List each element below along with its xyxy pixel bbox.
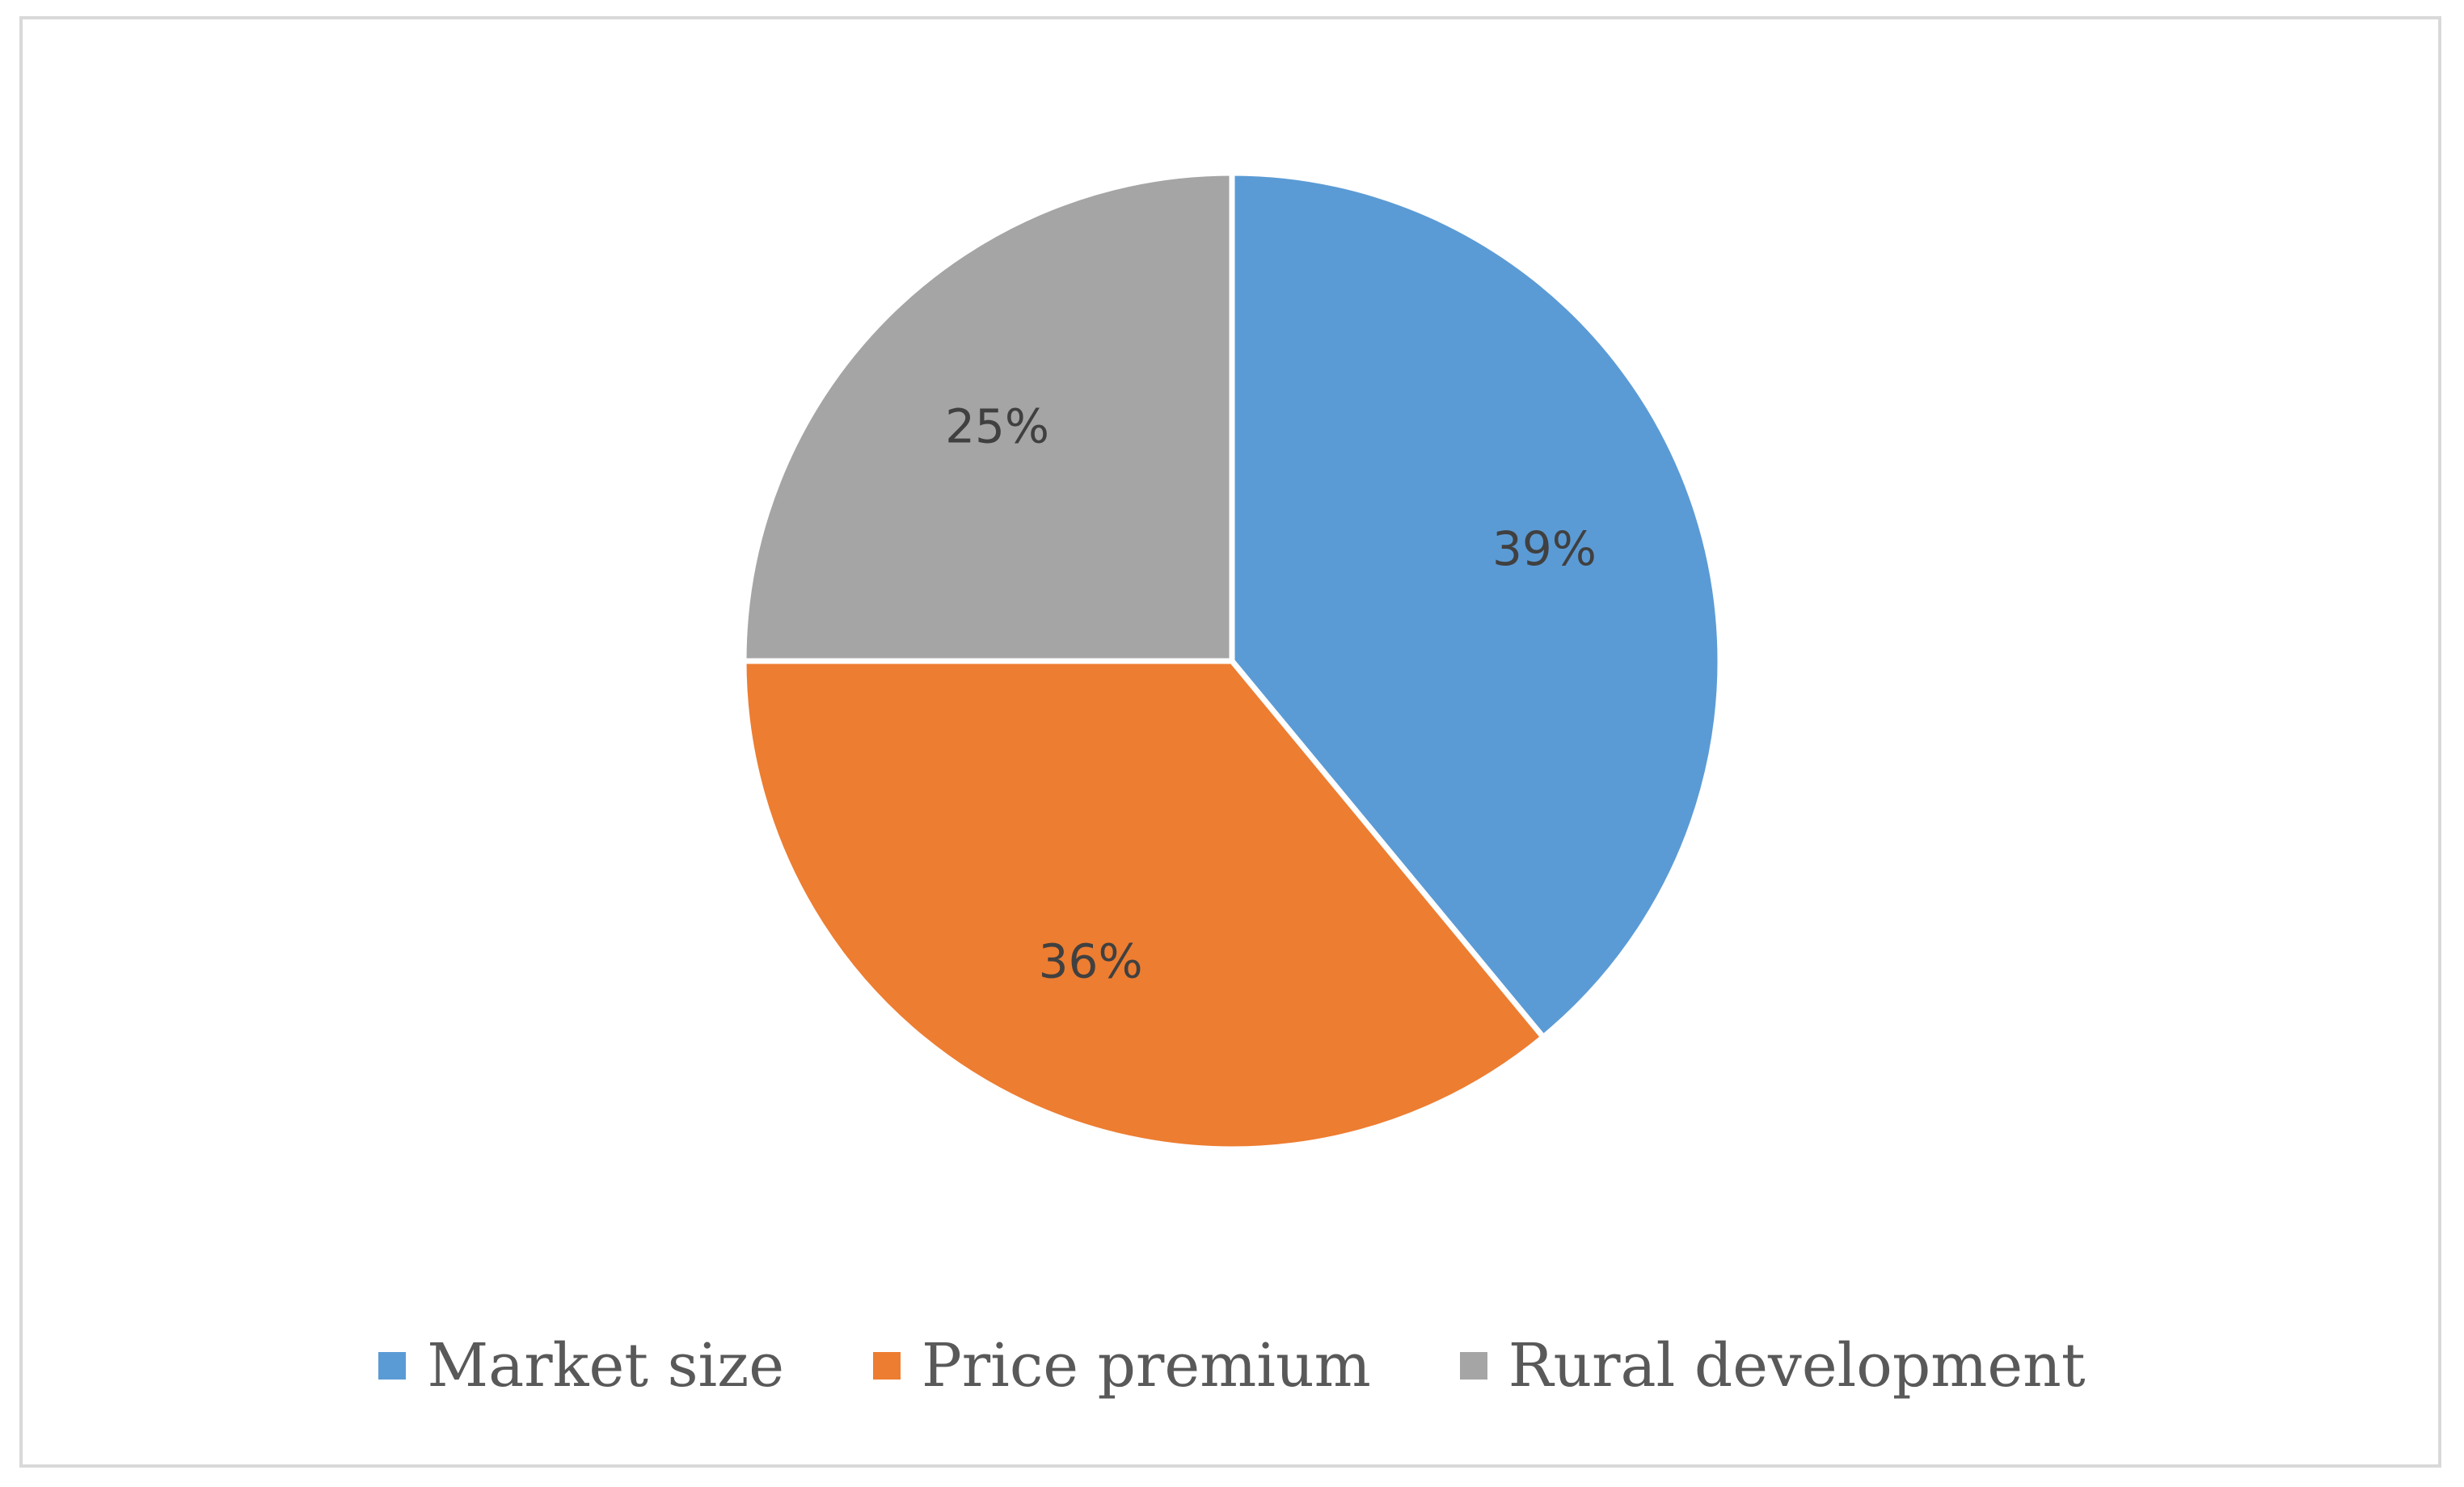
legend-item-rural-development: Rural development [1459, 1331, 2086, 1401]
legend-item-price-premium: Price premium [873, 1331, 1371, 1401]
slice-label-price-premium: 36% [1039, 934, 1143, 989]
pie-slice-rural-development [740, 170, 1235, 664]
slice-label-rural-development: 25% [945, 399, 1049, 454]
legend-label-price-premium: Price premium [922, 1331, 1371, 1401]
legend-swatch-price-premium [873, 1352, 901, 1380]
legend-label-rural-development: Rural development [1508, 1331, 2086, 1401]
pie-slice-price-premium [740, 658, 1546, 1152]
legend-item-market-size: Market size [378, 1331, 784, 1401]
legend: Market size Price premium Rural developm… [0, 1325, 2464, 1406]
pie-labels: 39% 36% 25% [945, 399, 1597, 989]
legend-swatch-rural-development [1459, 1352, 1487, 1380]
pie-slice-market-size [1229, 170, 1724, 1040]
legend-label-market-size: Market size [427, 1331, 784, 1401]
pie-slices [740, 170, 1724, 1152]
legend-swatch-market-size [378, 1352, 407, 1380]
slice-label-market-size: 39% [1492, 521, 1597, 576]
